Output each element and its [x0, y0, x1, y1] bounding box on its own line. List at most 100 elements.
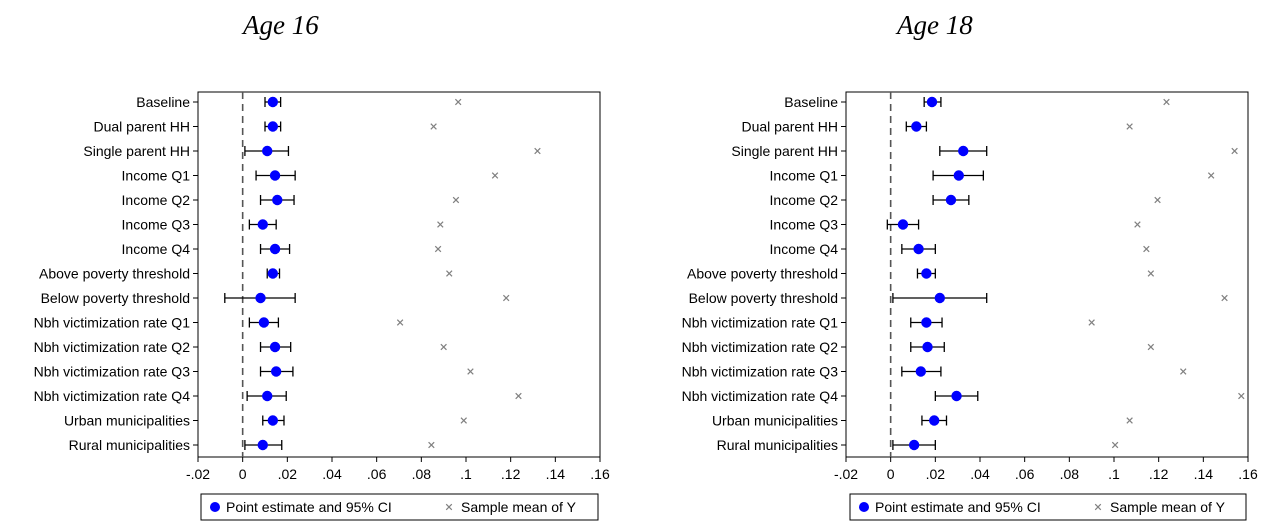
sample-mean-marker — [430, 123, 437, 130]
y-tick-label: Nbh victimization rate Q4 — [34, 388, 191, 404]
point-estimate — [269, 243, 281, 255]
panel-title-age16: Age 16 — [243, 10, 319, 40]
point-estimate — [958, 145, 969, 157]
point-estimate — [270, 366, 282, 377]
point-estimate — [267, 268, 279, 279]
point-estimate — [926, 96, 938, 108]
point-estimate — [272, 194, 283, 206]
sample-mean-marker — [1134, 221, 1141, 228]
legend-estimate-label: Point estimate and 95% CI — [875, 499, 1041, 515]
sample-mean-marker — [452, 196, 460, 204]
legend-box — [200, 493, 599, 521]
point-estimate — [269, 170, 281, 181]
x-tick-label: .12 — [1149, 466, 1169, 482]
sample-mean-marker — [1126, 417, 1133, 424]
y-tick-label: Above poverty threshold — [687, 266, 838, 282]
point-estimate — [953, 170, 964, 181]
y-tick-label: Nbh victimization rate Q3 — [682, 364, 839, 380]
legend-box — [849, 493, 1247, 521]
x-tick-label: .02 — [926, 466, 946, 482]
x-tick-label: .06 — [367, 466, 387, 482]
y-tick-label: Nbh victimization rate Q2 — [682, 339, 839, 355]
point-estimate — [934, 292, 945, 304]
y-tick-label: Dual parent HH — [742, 119, 839, 135]
y-tick-label: Income Q3 — [122, 217, 191, 233]
point-estimate — [267, 415, 279, 426]
legend-mean-label: Sample mean of Y — [1110, 499, 1226, 515]
point-estimate — [267, 96, 279, 108]
x-tick-label: .14 — [1194, 466, 1214, 482]
y-tick-label: Nbh victimization rate Q1 — [682, 315, 839, 331]
sample-mean-marker — [460, 417, 467, 424]
point-estimate — [257, 439, 268, 451]
x-tick-label: .1 — [1108, 466, 1120, 482]
sample-mean-marker — [491, 172, 499, 179]
point-estimate — [262, 145, 273, 157]
point-estimate — [257, 219, 268, 230]
sample-mean-marker — [1147, 270, 1155, 277]
y-tick-label: Income Q4 — [122, 241, 191, 257]
point-estimate — [908, 439, 920, 451]
y-tick-label: Income Q1 — [770, 168, 839, 184]
x-tick-label: 0 — [239, 466, 247, 482]
y-tick-label: Income Q2 — [122, 192, 191, 208]
y-tick-label: Nbh victimization rate Q4 — [682, 388, 839, 404]
x-tick-label: 0 — [887, 466, 895, 482]
legend-estimate-label: Point estimate and 95% CI — [226, 499, 392, 515]
sample-mean-marker — [1154, 196, 1161, 204]
point-estimate — [255, 292, 266, 304]
y-tick-label: Nbh victimization rate Q2 — [34, 339, 191, 355]
sample-mean-marker — [454, 98, 462, 106]
y-tick-label: Baseline — [784, 94, 838, 110]
sample-mean-marker — [1147, 343, 1155, 351]
sample-mean-marker — [534, 147, 541, 155]
sample-mean-marker — [1143, 245, 1150, 253]
sample-mean-marker — [440, 343, 447, 351]
sample-mean-marker — [434, 245, 442, 253]
x-tick-label: .08 — [412, 466, 432, 482]
sample-mean-marker — [502, 294, 510, 302]
sample-mean-marker — [467, 368, 474, 375]
y-tick-label: Income Q1 — [122, 168, 191, 184]
sample-mean-marker — [1180, 368, 1187, 375]
y-tick-label: Single parent HH — [731, 143, 838, 159]
point-estimate — [921, 268, 932, 279]
point-estimate — [267, 121, 279, 132]
sample-mean-marker — [437, 221, 444, 228]
x-tick-label: .16 — [590, 466, 610, 482]
sample-mean-marker — [396, 319, 404, 326]
y-tick-label: Below poverty threshold — [689, 290, 838, 306]
sample-mean-marker — [428, 441, 435, 449]
y-tick-label: Urban municipalities — [712, 413, 838, 429]
y-tick-label: Dual parent HH — [94, 119, 191, 135]
sample-mean-marker — [1238, 392, 1245, 400]
y-tick-label: Urban municipalities — [64, 413, 190, 429]
sample-mean-marker — [1207, 172, 1215, 179]
legend-estimate-marker — [210, 502, 220, 512]
x-tick-label: .02 — [278, 466, 298, 482]
point-estimate — [258, 317, 270, 328]
sample-mean-marker — [1163, 98, 1170, 106]
x-tick-label: .06 — [1015, 466, 1035, 482]
point-estimate — [913, 243, 924, 255]
y-tick-label: Income Q2 — [770, 192, 839, 208]
x-tick-label: .04 — [970, 466, 990, 482]
sample-mean-marker — [515, 392, 522, 400]
sample-mean-marker — [1221, 294, 1228, 302]
point-estimate — [915, 366, 927, 377]
x-tick-label: .16 — [1238, 466, 1258, 482]
x-tick-label: .14 — [546, 466, 566, 482]
y-tick-label: Nbh victimization rate Q1 — [34, 315, 191, 331]
panel-title-age18: Age 18 — [897, 10, 973, 40]
y-tick-label: Income Q3 — [770, 217, 839, 233]
plot-frame — [845, 91, 1249, 458]
y-tick-label: Baseline — [136, 94, 190, 110]
plot-frame — [197, 91, 601, 458]
x-tick-label: .08 — [1060, 466, 1080, 482]
y-tick-label: Above poverty threshold — [39, 266, 190, 282]
point-estimate — [921, 317, 932, 328]
chart-age18: Baseline Dual parent HH Single parent HH In… — [682, 91, 1258, 521]
x-tick-label: -.02 — [186, 466, 210, 482]
sample-mean-marker — [446, 270, 453, 277]
